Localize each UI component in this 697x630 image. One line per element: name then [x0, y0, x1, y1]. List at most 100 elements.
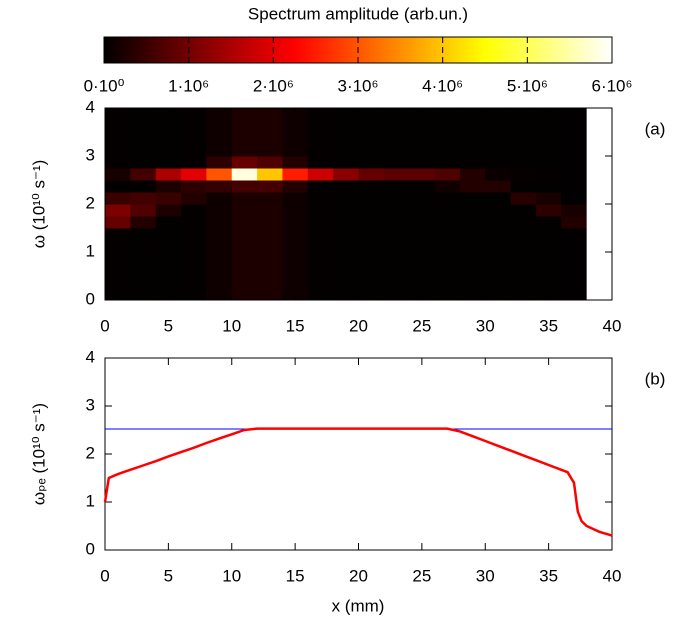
- heat-cell: [510, 108, 537, 121]
- x-tick-label: 20: [349, 316, 368, 335]
- x-tick-label: 25: [412, 316, 431, 335]
- heat-cell: [231, 144, 258, 157]
- heat-cell: [155, 180, 182, 193]
- heat-cell: [155, 204, 182, 217]
- heat-cell: [257, 216, 283, 229]
- heat-cell: [282, 132, 309, 145]
- heat-cell: [383, 216, 410, 229]
- heat-cell: [561, 216, 588, 229]
- x-tick-label: 5: [164, 566, 173, 585]
- heat-cell: [333, 132, 359, 145]
- heat-cell: [586, 156, 613, 169]
- x-tick-label: 40: [603, 566, 622, 585]
- heat-cell: [231, 264, 258, 277]
- heat-cell: [181, 156, 207, 169]
- heat-cell: [181, 228, 207, 241]
- heat-cell: [358, 132, 385, 145]
- heat-cell: [155, 156, 182, 169]
- heat-cell: [358, 228, 385, 241]
- heat-cell: [282, 180, 309, 193]
- heat-cell: [459, 288, 486, 301]
- heat-cell: [434, 180, 461, 193]
- heat-cell: [586, 192, 613, 205]
- heat-cell: [333, 120, 359, 133]
- heat-cell: [282, 240, 309, 253]
- heat-cell: [130, 144, 157, 157]
- heat-cell: [510, 276, 537, 289]
- heat-cell: [155, 264, 182, 277]
- heat-cell: [181, 204, 207, 217]
- heat-cell: [510, 168, 537, 181]
- y-tick-label: 0: [86, 289, 95, 308]
- heat-cell: [535, 168, 562, 181]
- heat-cell: [510, 228, 537, 241]
- y-tick-label: 0: [86, 539, 95, 558]
- heat-cell: [409, 156, 436, 169]
- heat-cell: [307, 144, 334, 157]
- heat-cell: [409, 192, 436, 205]
- heat-cell: [307, 276, 334, 289]
- heat-cell: [409, 204, 436, 217]
- heat-cell: [130, 276, 157, 289]
- heat-cell: [257, 192, 283, 205]
- heat-cell: [561, 240, 588, 253]
- heat-cell: [383, 108, 410, 121]
- heat-cell: [307, 252, 334, 265]
- heat-cell: [409, 276, 436, 289]
- heat-cell: [155, 144, 182, 157]
- heat-cell: [181, 192, 207, 205]
- heat-cell: [130, 192, 157, 205]
- heat-cell: [485, 204, 512, 217]
- heat-cell: [358, 288, 385, 301]
- heat-cell: [485, 276, 512, 289]
- heat-cell: [155, 240, 182, 253]
- heat-cell: [155, 132, 182, 145]
- y-tick-label: 4: [86, 97, 95, 116]
- heat-cell: [561, 204, 588, 217]
- heat-cell: [206, 156, 233, 169]
- y-tick-label: 2: [86, 443, 95, 462]
- heat-cell: [257, 252, 283, 265]
- heat-cell: [434, 240, 461, 253]
- heat-cell: [434, 264, 461, 277]
- heat-cell: [307, 132, 334, 145]
- heat-cell: [206, 252, 233, 265]
- x-tick-label: 10: [222, 566, 241, 585]
- heat-cell: [333, 252, 359, 265]
- heat-cell: [409, 180, 436, 193]
- y-axis-label: ω (10¹⁰ s⁻¹): [29, 160, 48, 249]
- heat-cell: [409, 252, 436, 265]
- heat-cell: [409, 168, 436, 181]
- heat-cell: [383, 240, 410, 253]
- colorbar-tick-label: 6·10⁶: [591, 76, 632, 95]
- heat-cell: [307, 228, 334, 241]
- heat-cell: [358, 192, 385, 205]
- heat-cell: [535, 264, 562, 277]
- heat-cell: [155, 120, 182, 133]
- heat-cell: [485, 168, 512, 181]
- heat-cell: [510, 132, 537, 145]
- heat-cell: [130, 132, 157, 145]
- heat-cell: [434, 156, 461, 169]
- heat-cell: [434, 108, 461, 121]
- heat-cell: [155, 228, 182, 241]
- heat-cell: [383, 228, 410, 241]
- heat-cell: [231, 108, 258, 121]
- colorbar-tick-label: 0·10⁰: [84, 76, 125, 95]
- heat-cell: [105, 240, 131, 253]
- heat-cell: [485, 120, 512, 133]
- heat-cell: [231, 180, 258, 193]
- heat-cell: [383, 204, 410, 217]
- heat-cell: [257, 276, 283, 289]
- heat-cell: [409, 132, 436, 145]
- heat-cell: [459, 252, 486, 265]
- heat-cell: [155, 276, 182, 289]
- heat-cell: [105, 192, 131, 205]
- heat-cell: [586, 180, 613, 193]
- x-tick-label: 40: [603, 316, 622, 335]
- heat-cell: [485, 132, 512, 145]
- heat-cell: [231, 228, 258, 241]
- heat-cell: [485, 144, 512, 157]
- heat-cell: [333, 108, 359, 121]
